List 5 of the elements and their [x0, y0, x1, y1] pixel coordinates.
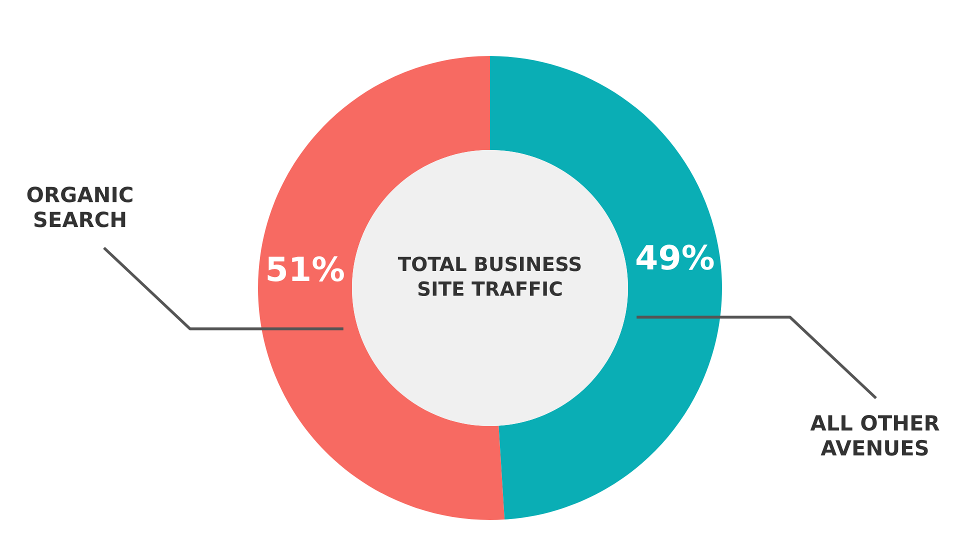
- slice-label: ORGANIC SEARCH: [27, 186, 132, 228]
- data-label: 51%: [268, 256, 344, 282]
- slice-label: ALL OTHER AVENUES: [810, 415, 940, 456]
- data-label: 49%: [636, 244, 714, 270]
- text: TOTAL BUSINESS SITE TRAFFIC: [398, 256, 581, 296]
